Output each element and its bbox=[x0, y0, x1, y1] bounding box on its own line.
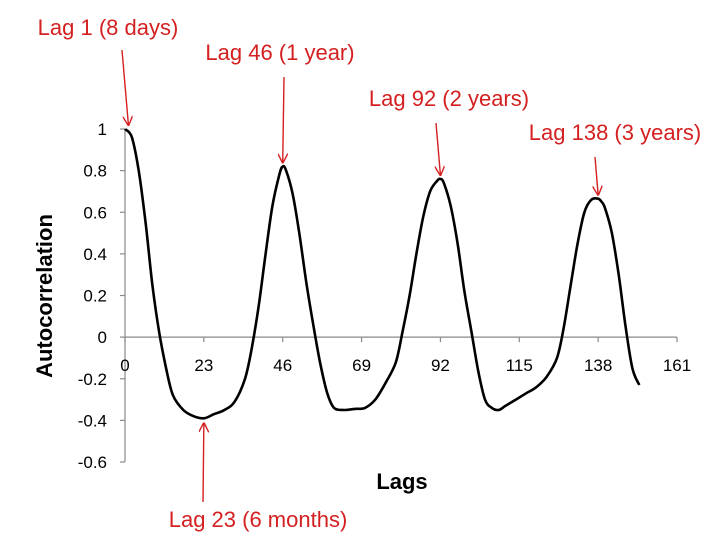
annotation-arrow bbox=[121, 49, 128, 125]
y-tick-label: 0 bbox=[98, 328, 107, 347]
annotation-arrow bbox=[436, 122, 440, 175]
annotation-arrow bbox=[595, 156, 598, 195]
x-tick-label: 46 bbox=[273, 356, 292, 375]
annotation-label: Lag 1 (8 days) bbox=[38, 15, 179, 40]
annotation-label: Lag 23 (6 months) bbox=[169, 507, 348, 532]
x-tick-label: 69 bbox=[352, 356, 371, 375]
y-tick-label: 0.6 bbox=[83, 203, 107, 222]
annotation-label: Lag 46 (1 year) bbox=[205, 40, 354, 65]
axes bbox=[120, 128, 678, 463]
annotation-label: Lag 138 (3 years) bbox=[529, 120, 701, 145]
series-layer bbox=[123, 128, 641, 420]
x-tick-label: 23 bbox=[194, 356, 213, 375]
tick-labels: 1 0.8 0.6 0.4 0.2 0 -0.2 -0.4 -0.6 0 23 46 69 92 115 13… bbox=[78, 120, 691, 472]
x-tick-label: 115 bbox=[506, 356, 533, 375]
x-tick-label: 0 bbox=[120, 356, 129, 375]
annotation-arrow bbox=[203, 423, 204, 503]
annotation-label: Lag 92 (2 years) bbox=[369, 86, 529, 111]
x-tick-label: 161 bbox=[663, 356, 691, 375]
autocorrelation-line bbox=[123, 128, 641, 420]
y-axis-title: Autocorrelation bbox=[32, 214, 57, 378]
x-tick-label: 138 bbox=[584, 356, 612, 375]
y-tick-label: -0.6 bbox=[78, 453, 107, 472]
x-axis-title: Lags bbox=[376, 469, 427, 494]
x-tick-label: 92 bbox=[431, 356, 450, 375]
y-tick-label: 0.2 bbox=[83, 287, 107, 306]
annotations: Lag 1 (8 days) Lag 46 (1 year) Lag 92 (2 y… bbox=[38, 15, 702, 532]
annotation-arrow bbox=[283, 76, 284, 162]
y-tick-label: 0.4 bbox=[83, 245, 107, 264]
y-tick-label: -0.4 bbox=[78, 411, 107, 430]
y-tick-label: 0.8 bbox=[83, 162, 107, 181]
y-tick-label: -0.2 bbox=[78, 370, 107, 389]
y-tick-label: 1 bbox=[98, 120, 107, 139]
